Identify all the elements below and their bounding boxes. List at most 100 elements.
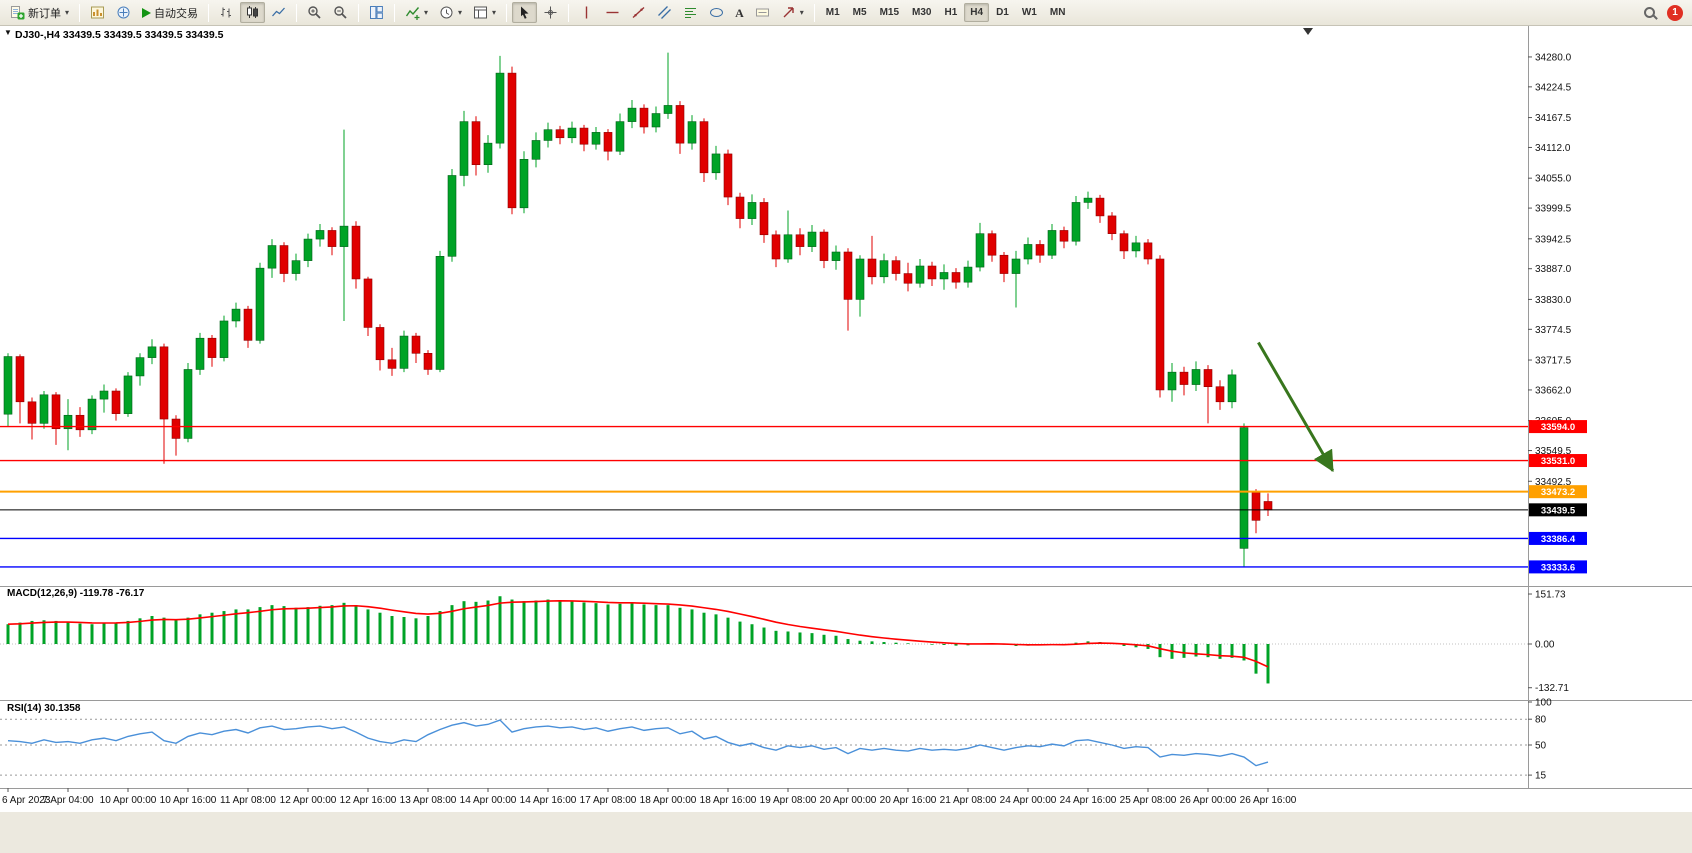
timeframe-d1-button[interactable]: D1 xyxy=(996,7,1009,18)
candle-body xyxy=(375,327,385,361)
indicators-button[interactable]: ▾ xyxy=(400,2,433,23)
zoom-in-button[interactable] xyxy=(302,2,327,23)
notification-badge[interactable]: 1 xyxy=(1667,4,1683,21)
timeframe-m15-button[interactable]: M15 xyxy=(879,7,900,18)
time-axis-label: 18 Apr 16:00 xyxy=(700,795,757,806)
candle-body xyxy=(351,225,361,280)
candle-body xyxy=(639,107,649,128)
candle-body xyxy=(711,153,721,174)
cursor-button[interactable] xyxy=(512,2,538,23)
timeframe-w1-button[interactable]: W1 xyxy=(1021,7,1037,18)
candle-body xyxy=(39,394,49,424)
candle-body xyxy=(951,272,961,283)
arrows-tool-button[interactable]: ▾ xyxy=(776,2,809,23)
candle-body xyxy=(1119,233,1129,252)
time-axis-label: 10 Apr 00:00 xyxy=(100,795,157,806)
timeframe-mn-button[interactable]: MN xyxy=(1049,7,1066,18)
candle-body xyxy=(195,337,205,370)
shapes-tool-button[interactable] xyxy=(704,2,729,23)
candle-body xyxy=(1203,369,1213,388)
candle-body xyxy=(987,233,997,256)
chart-candles-button[interactable] xyxy=(240,2,266,23)
timeframe-h1-button[interactable]: H1 xyxy=(944,7,958,18)
chart-bars-button[interactable] xyxy=(214,2,239,23)
zoom-out-icon xyxy=(333,5,348,20)
candle-body xyxy=(243,308,253,341)
templates-button[interactable]: ▾ xyxy=(468,2,501,23)
candle-body xyxy=(135,357,145,377)
price-badge-text: 33333.6 xyxy=(1541,562,1575,573)
candle-body xyxy=(687,121,697,144)
timeframe-toolbar: M1 M5 M15 M30 H1 H4 D1 W1 MN xyxy=(820,3,1072,22)
line-chart-icon xyxy=(271,5,286,20)
market-watch-button[interactable] xyxy=(85,2,110,23)
candle-body xyxy=(795,234,805,247)
label-tool-button[interactable] xyxy=(750,2,775,23)
candle-body xyxy=(591,132,601,145)
candle-body xyxy=(675,105,685,144)
fibonacci-tool-button[interactable] xyxy=(678,2,703,23)
candle-body xyxy=(363,278,373,328)
scroll-marker-icon[interactable] xyxy=(1303,28,1313,35)
new-order-button[interactable]: 新订单 ▾ xyxy=(5,2,74,23)
rsi-axis-label: 50 xyxy=(1535,741,1547,752)
navigator-button[interactable] xyxy=(111,2,136,23)
search-button[interactable] xyxy=(1638,2,1662,23)
vertical-line-icon xyxy=(579,5,594,20)
price-badge xyxy=(1529,485,1587,499)
channel-tool-button[interactable] xyxy=(652,2,677,23)
macd-axis-label: -132.71 xyxy=(1535,683,1569,694)
timeframe-h4-button[interactable]: H4 xyxy=(964,3,990,22)
candle-body xyxy=(459,121,469,176)
price-axis-label: 33492.5 xyxy=(1535,477,1572,488)
candle-body xyxy=(279,245,289,274)
price-axis-label: 33549.5 xyxy=(1535,446,1572,457)
periods-button[interactable]: ▾ xyxy=(434,2,467,23)
candlestick-icon xyxy=(245,5,260,20)
candle-body xyxy=(579,127,589,145)
toolbar-separator xyxy=(358,3,360,22)
crosshair-button[interactable] xyxy=(538,2,563,23)
vline-tool-button[interactable] xyxy=(574,2,599,23)
trendline-tool-button[interactable] xyxy=(626,2,651,23)
candle-body xyxy=(111,390,121,414)
candle-body xyxy=(267,245,277,269)
price-axis-label: 33662.0 xyxy=(1535,385,1572,396)
candle-body xyxy=(807,231,817,247)
trend-arrow[interactable] xyxy=(1257,341,1335,473)
symbol-collapse-icon[interactable]: ▼ xyxy=(4,28,12,37)
price-axis-label: 33999.5 xyxy=(1535,204,1572,215)
hline-tool-button[interactable] xyxy=(600,2,625,23)
candle-body xyxy=(123,375,133,414)
time-axis-label: 7 Apr 04:00 xyxy=(42,795,94,806)
candle-body xyxy=(1167,371,1177,391)
candle-body xyxy=(759,202,769,236)
tile-windows-button[interactable] xyxy=(364,2,389,23)
candle-body xyxy=(1059,230,1069,242)
time-axis-label: 12 Apr 16:00 xyxy=(340,795,397,806)
chevron-down-icon: ▾ xyxy=(424,8,429,17)
candle-body xyxy=(771,234,781,260)
chart-canvas[interactable]: 34280.0 34224.5 34167.5 34112.0 34055.0 33999… xyxy=(0,26,1692,812)
autotrading-button[interactable]: 自动交易 xyxy=(137,2,203,23)
timeframe-m5-button[interactable]: M5 xyxy=(852,7,867,18)
text-tool-button[interactable]: A xyxy=(730,2,749,23)
timeframe-m1-button[interactable]: M1 xyxy=(825,7,840,18)
candle-body xyxy=(531,140,541,160)
toolbar-separator xyxy=(568,3,570,22)
chart-window[interactable]: 34280.0 34224.5 34167.5 34112.0 34055.0 33999… xyxy=(0,26,1692,812)
candle-body xyxy=(15,356,25,403)
macd-axis-label: 0.00 xyxy=(1535,640,1555,651)
play-icon xyxy=(142,7,152,18)
timeframe-m30-button[interactable]: M30 xyxy=(912,7,932,18)
candle-body xyxy=(315,230,325,240)
candle-body xyxy=(855,258,865,300)
price-axis-label: 33942.5 xyxy=(1535,234,1572,245)
chart-line-button[interactable] xyxy=(266,2,291,23)
candle-body xyxy=(183,369,193,439)
candle-body xyxy=(495,72,505,144)
zoom-out-button[interactable] xyxy=(328,2,353,23)
candle-body xyxy=(555,129,565,139)
price-axis-label: 33887.0 xyxy=(1535,264,1572,275)
